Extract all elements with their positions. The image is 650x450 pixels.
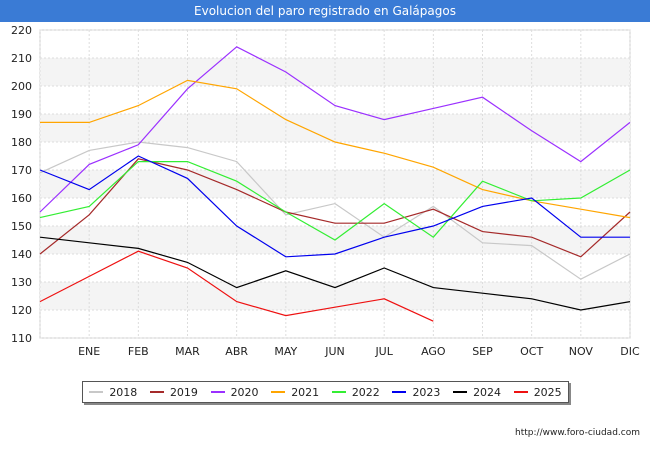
legend-item-2020: 2020 [210,385,259,399]
legend: 2018 2019 2020 2021 2022 2023 2024 2025 [82,381,569,403]
y-tick-label: 120 [11,304,32,317]
y-tick-label: 140 [11,248,32,261]
legend-label: 2023 [412,385,441,399]
series-line-2023 [39,155,630,258]
y-axis-ticks: 110 120 130 140 150 160 170 180 190 200 210 220 [11,24,32,345]
legend-swatch [271,391,286,393]
series-line-2024 [39,236,631,311]
grid-lines [39,29,631,339]
y-tick-label: 180 [11,136,32,149]
x-tick-label: MAR [175,345,200,358]
y-tick-label: 190 [11,108,32,121]
x-tick-label: NOV [569,345,594,358]
x-tick-label: ENE [78,345,100,358]
y-tick-label: 170 [11,164,32,177]
chart-title: Evolucion del paro registrado en Galápag… [0,0,650,22]
y-tick-label: 220 [11,24,32,37]
series-line-2025 [39,250,434,322]
legend-item-2024: 2024 [453,386,501,399]
x-axis-ticks: ENE FEB MAR ABR MAY JUN JUL AGO SEP OCT NOV DIC [78,345,640,358]
series-line-2019 [39,158,631,258]
x-tick-label: DIC [620,345,640,358]
legend-swatch [513,391,528,393]
legend-label: 2025 [533,385,562,399]
legend-item-2019: 2019 [149,385,198,399]
legend-item-2023: 2023 [392,386,440,399]
y-tick-label: 150 [11,220,32,233]
x-tick-label: FEB [128,345,149,358]
legend-swatch [331,391,346,393]
series-lines [39,46,631,322]
x-tick-label: AGO [421,345,446,358]
legend-swatch [453,391,468,393]
y-tick-label: 200 [11,80,32,93]
legend-label: 2021 [291,385,320,399]
legend-item-2022: 2022 [331,385,380,399]
source-url: http://www.foro-ciudad.com [515,428,640,438]
legend-label: 2020 [230,385,259,399]
x-tick-label: JUL [374,345,393,358]
legend-label: 2018 [109,385,138,399]
legend-swatch [210,391,225,393]
legend-item-2021: 2021 [271,386,319,399]
legend-label: 2024 [473,385,502,399]
y-tick-label: 110 [11,332,32,345]
legend-swatch [392,391,407,393]
legend-label: 2022 [351,385,380,399]
x-tick-label: SEP [472,345,493,358]
y-tick-label: 160 [11,192,32,205]
legend-swatch [89,391,104,393]
series-line-2020 [39,46,631,213]
x-tick-label: JUN [324,345,345,358]
y-tick-label: 210 [11,52,32,65]
legend-item-2018: 2018 [89,386,137,399]
legend-label: 2019 [169,385,198,399]
x-tick-label: MAY [274,345,297,358]
x-tick-label: ABR [225,345,248,358]
legend-item-2025: 2025 [513,385,562,399]
legend-swatch [149,391,164,393]
series-line-2022 [39,161,631,241]
x-tick-label: OCT [520,345,543,358]
series-line-2018 [39,141,631,280]
y-tick-label: 130 [11,276,32,289]
